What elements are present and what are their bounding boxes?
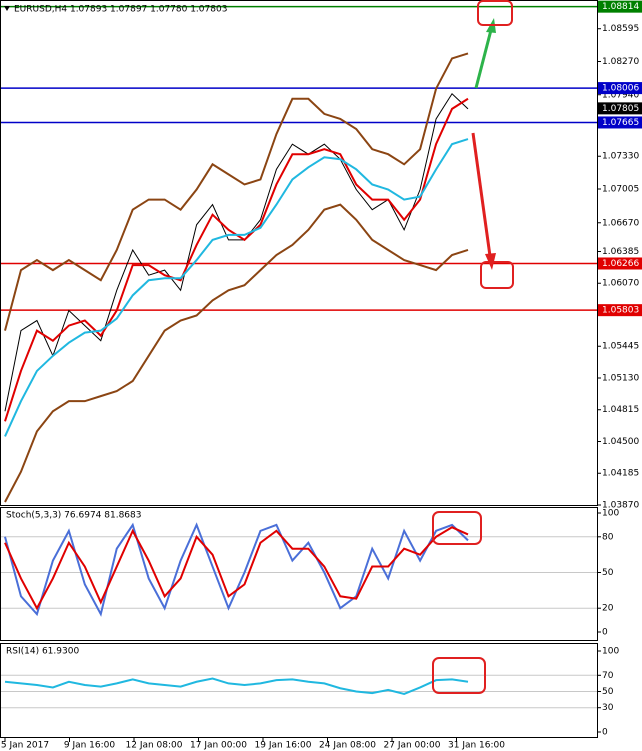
level-label: 1.08814 bbox=[602, 2, 639, 12]
level-label: 1.06266 bbox=[602, 259, 639, 269]
series-line bbox=[4, 677, 469, 695]
y-tick-label: 0 bbox=[602, 628, 608, 638]
level-tag bbox=[598, 0, 642, 13]
menu-triangle bbox=[4, 6, 10, 11]
target-box bbox=[480, 261, 514, 289]
series-line bbox=[4, 526, 469, 611]
y-tick-label: 0 bbox=[602, 728, 608, 738]
y-tick-label: 100 bbox=[602, 509, 619, 519]
y-tick-label: 50 bbox=[602, 687, 614, 697]
y-tick-label: 1.07940 bbox=[602, 90, 639, 100]
annotations bbox=[432, 0, 514, 694]
stoch-header: Stoch(5,3,3) 76.6974 81.8683 bbox=[6, 511, 141, 521]
series-line bbox=[4, 138, 469, 437]
level-tag bbox=[598, 116, 642, 129]
main-frame bbox=[0, 0, 598, 506]
plot-layer bbox=[1, 5, 601, 733]
level-label: 1.08006 bbox=[602, 84, 639, 94]
y-tick-label: 1.06070 bbox=[602, 279, 639, 289]
level-tag bbox=[598, 82, 642, 95]
stoch-box bbox=[432, 511, 482, 545]
level-tag bbox=[598, 304, 642, 317]
x-tick-label: 24 Jan 08:00 bbox=[319, 741, 376, 751]
y-tick-label: 70 bbox=[602, 671, 614, 681]
y-tick-label: 1.06385 bbox=[602, 247, 639, 257]
x-tick-label: 5 Jan 2017 bbox=[1, 741, 49, 751]
x-tick-label: 31 Jan 16:00 bbox=[448, 741, 505, 751]
stoch-frame bbox=[0, 507, 598, 641]
y-tick-label: 50 bbox=[602, 568, 614, 578]
rsi-box bbox=[432, 657, 486, 694]
y-tick-label: 20 bbox=[602, 604, 614, 614]
y-tick-label: 1.07330 bbox=[602, 152, 639, 162]
rsi-header: RSI(14) 61.9300 bbox=[6, 647, 79, 657]
y-tick-label: 100 bbox=[602, 647, 619, 657]
y-tick-label: 1.05130 bbox=[602, 373, 639, 383]
series-line bbox=[4, 92, 469, 412]
x-tick-label: 27 Jan 00:00 bbox=[384, 741, 441, 751]
down-arrow bbox=[471, 132, 492, 257]
y-tick-label: 1.03870 bbox=[602, 501, 639, 511]
y-tick-label: 1.07005 bbox=[602, 184, 639, 194]
y-tick-label: 30 bbox=[602, 703, 614, 713]
level-tag bbox=[598, 257, 642, 270]
up-arrow bbox=[474, 29, 493, 89]
y-tick-label: 1.04815 bbox=[602, 405, 639, 415]
level-label: 1.07665 bbox=[602, 118, 639, 128]
y-tick-label: 1.08270 bbox=[602, 57, 639, 67]
x-tick-label: 17 Jan 00:00 bbox=[190, 741, 247, 751]
y-tick-label: 1.04185 bbox=[602, 469, 639, 479]
level-label: 1.05803 bbox=[602, 306, 639, 316]
x-tick-label: 9 Jan 16:00 bbox=[64, 741, 116, 751]
x-tick-label: 12 Jan 08:00 bbox=[126, 741, 183, 751]
symbol-header: EURUSD,H4 1.07893 1.07897 1.07780 1.0780… bbox=[14, 5, 227, 15]
x-tick-label: 19 Jan 16:00 bbox=[255, 741, 312, 751]
rsi-frame bbox=[0, 643, 598, 738]
price-label: 1.07805 bbox=[602, 104, 639, 114]
series-line bbox=[4, 52, 469, 331]
price-tag bbox=[598, 102, 642, 115]
y-tick-label: 80 bbox=[602, 532, 614, 542]
y-tick-label: 1.05445 bbox=[602, 342, 639, 352]
target-box bbox=[477, 0, 513, 26]
y-tick-label: 1.08595 bbox=[602, 24, 639, 34]
y-tick-label: 1.04500 bbox=[602, 437, 639, 447]
series-line bbox=[4, 203, 469, 503]
y-tick-label: 1.06670 bbox=[602, 218, 639, 228]
